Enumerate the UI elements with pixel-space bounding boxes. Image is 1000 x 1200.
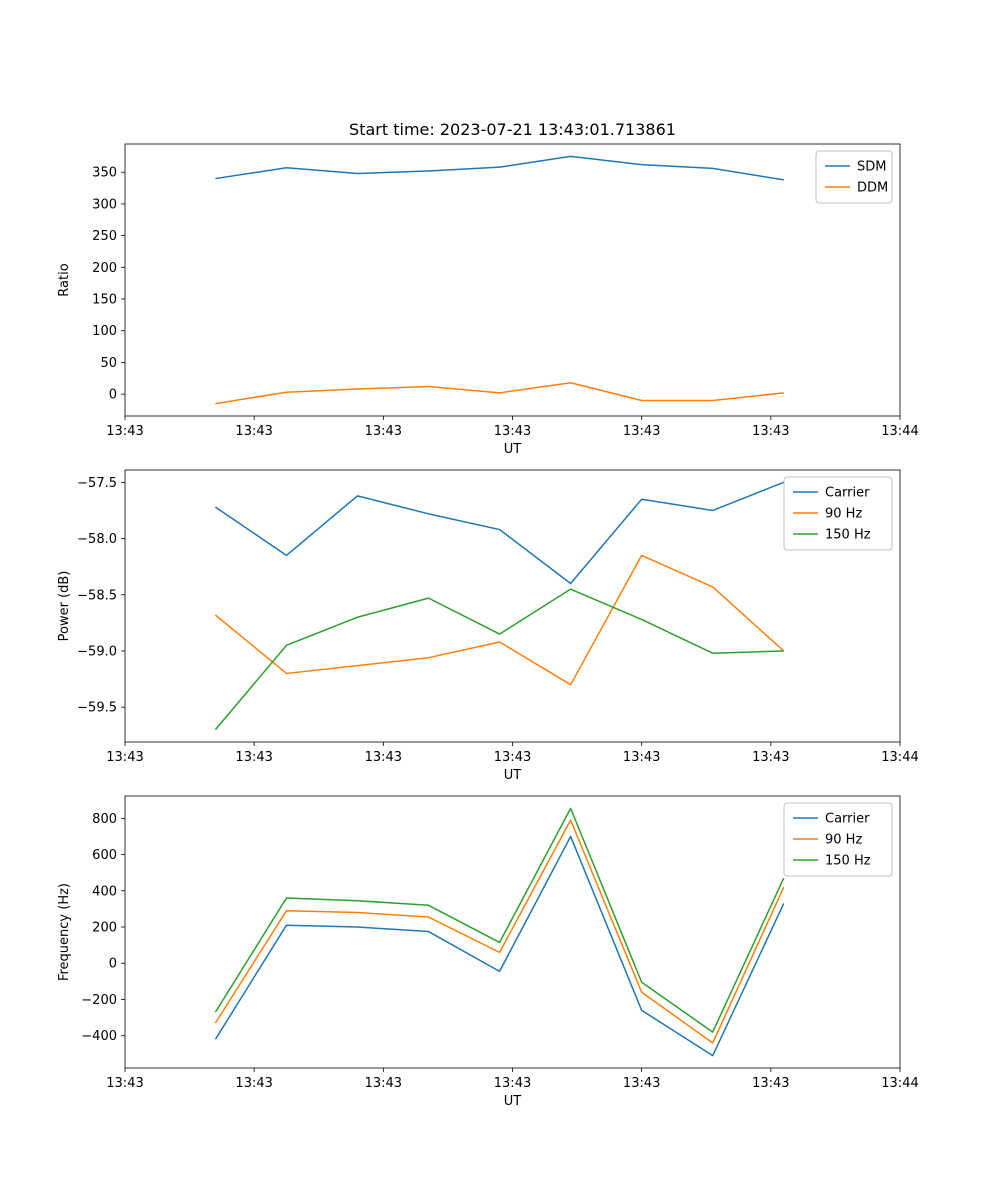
y-tick-label: 600 [92,848,117,863]
x-tick-label: 13:43 [494,750,531,765]
y-axis-label: Frequency (Hz) [57,883,72,981]
x-tick-label: 13:43 [752,424,789,439]
x-tick-label: 13:43 [106,750,143,765]
subplot-3: 13:43 13:43 13:43 13:43 13:43 13:43 13:44 −400 −… [57,795,919,1109]
y-tick-label: −58.5 [77,588,117,603]
legend-box [783,802,893,877]
x-tick-label: 13:44 [881,424,918,439]
y-tick-label: 800 [92,812,117,827]
legend-box [815,150,893,204]
series-line-150-hz [214,588,784,731]
x-tick-label: 13:43 [623,424,660,439]
legend-label-90-hz: 90 Hz [825,833,862,848]
series-line-90-hz [214,554,785,686]
x-tick-label: 13:43 [365,750,402,765]
y-tick-label: −58.0 [77,532,117,547]
y-tick-label: 50 [100,356,117,371]
y-tick-label: 400 [92,884,117,899]
x-tick-label: 13:43 [365,1076,402,1091]
x-tick-label: 13:43 [235,424,272,439]
x-tick-label: 13:44 [881,750,918,765]
figure-title: Start time: 2023-07-21 13:43:01.713861 [349,120,676,139]
y-tick-label: 0 [109,388,117,403]
series-line-150-hz [214,807,785,1033]
x-tick-label: 13:44 [881,1076,918,1091]
x-axis-label: UT [504,1094,522,1109]
x-tick-label: 13:43 [752,750,789,765]
x-tick-label: 13:43 [235,1076,272,1091]
y-tick-label: 200 [92,921,117,936]
legend-label-150-hz: 150 Hz [825,854,871,869]
legend-label-sdm: SDM [857,160,886,175]
x-tick-label: 13:43 [365,424,402,439]
y-tick-label: 250 [92,229,117,244]
legend-box [783,476,893,551]
y-tick-label: −57.5 [77,476,117,491]
subplot-1: 13:43 13:43 13:43 13:43 13:43 13:43 13:44 0 50 10… [57,143,919,457]
x-tick-label: 13:43 [623,750,660,765]
y-tick-label: −59.5 [77,701,117,716]
y-tick-label: −59.0 [77,644,117,659]
y-tick-label: 0 [109,957,117,972]
x-axis-label: UT [504,768,522,783]
subplot-2: 13:43 13:43 13:43 13:43 13:43 13:43 13:44 −59.5… [57,469,919,783]
series-line-sdm [215,155,784,181]
x-tick-label: 13:43 [235,750,272,765]
series-line-ddm [215,381,784,405]
y-tick-label: −200 [81,993,117,1008]
y-tick-label: 300 [92,197,117,212]
y-tick-label: 100 [92,324,117,339]
axes-frame [124,143,901,417]
legend-label-carrier: Carrier [825,486,870,501]
legend-label-carrier: Carrier [825,812,870,827]
x-tick-label: 13:43 [494,1076,531,1091]
x-tick-label: 13:43 [106,424,143,439]
legend-label-ddm: DDM [857,181,888,196]
series-line-carrier [214,835,785,1057]
legend-label-90-hz: 90 Hz [825,507,862,522]
series-line-90-hz [214,819,785,1044]
y-axis-label: Ratio [57,263,72,296]
legend-label-150-hz: 150 Hz [825,528,871,543]
x-tick-label: 13:43 [494,424,531,439]
y-tick-label: −400 [81,1029,117,1044]
x-tick-label: 13:43 [106,1076,143,1091]
y-tick-label: 200 [92,261,117,276]
y-axis-label: Power (dB) [57,571,72,642]
x-axis-label: UT [504,442,522,457]
y-tick-label: 150 [92,293,117,308]
axes-frame [124,795,901,1069]
y-tick-label: 350 [92,166,117,181]
series-line-carrier [214,481,785,585]
x-tick-label: 13:43 [752,1076,789,1091]
axes-frame [124,469,901,743]
x-tick-label: 13:43 [623,1076,660,1091]
